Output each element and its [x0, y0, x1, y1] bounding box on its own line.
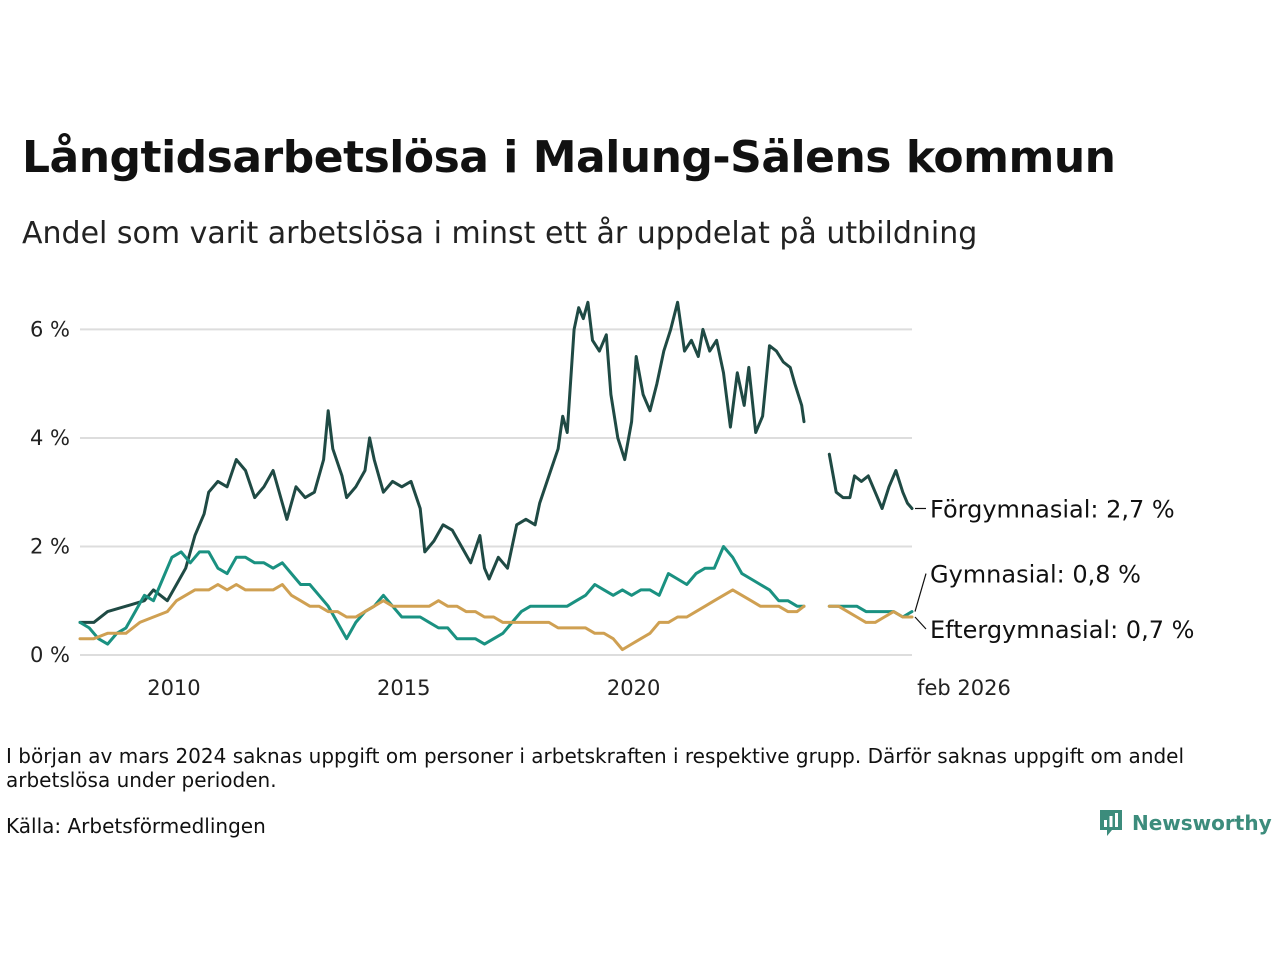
series-end-labels: Förgymnasial: 2,7 % Gymnasial: 0,8 % Efter… [914, 495, 1194, 644]
series-line-förgymnasial-segment-2 [827, 452, 914, 510]
chart-title: Långtidsarbetslösa i Malung-Sälens kommu… [22, 132, 1116, 183]
x-tick-label: feb 2026 [917, 676, 1011, 700]
y-tick-label: 4 % [30, 426, 70, 450]
series-line-eftergymnasial-segment-2 [827, 604, 914, 624]
source-text: Källa: Arbetsförmedlingen [6, 814, 266, 838]
bar-chart-icon [1100, 810, 1122, 836]
series-line-eftergymnasial-segment-1 [78, 583, 806, 652]
footnote: I början av mars 2024 saknas uppgift om … [6, 744, 1185, 792]
label-leader-eftergymnasial [914, 616, 927, 630]
end-label-gymnasial: Gymnasial: 0,8 % [930, 561, 1141, 589]
x-tick-label: 2020 [607, 676, 660, 700]
end-label-förgymnasial: Förgymnasial: 2,7 % [930, 495, 1175, 523]
grid-lines [80, 328, 912, 656]
series-line-förgymnasial-segment-1 [78, 300, 806, 624]
x-tick-label: 2010 [147, 676, 200, 700]
series-line-gymnasial-segment-1 [78, 545, 806, 646]
end-label-eftergymnasial: Eftergymnasial: 0,7 % [930, 616, 1194, 644]
chart-subtitle: Andel som varit arbetslösa i minst ett å… [22, 216, 978, 251]
x-tick-label: 2015 [377, 676, 430, 700]
line-chart: 0 % 2 % 4 % 6 % 2010 2015 2020 feb 2026 Förgym… [30, 300, 1194, 700]
y-tick-label: 0 % [30, 643, 70, 667]
y-axis-ticks: 0 % 2 % 4 % 6 % [30, 317, 70, 667]
label-leader-gymnasial [914, 573, 927, 612]
logo-text: Newsworthy [1132, 811, 1272, 835]
series-lines [78, 300, 914, 652]
newsworthy-logo[interactable]: Newsworthy [1098, 808, 1272, 838]
y-tick-label: 6 % [30, 317, 70, 341]
y-tick-label: 2 % [30, 534, 70, 558]
x-axis-ticks: 2010 2015 2020 feb 2026 [147, 676, 1011, 700]
